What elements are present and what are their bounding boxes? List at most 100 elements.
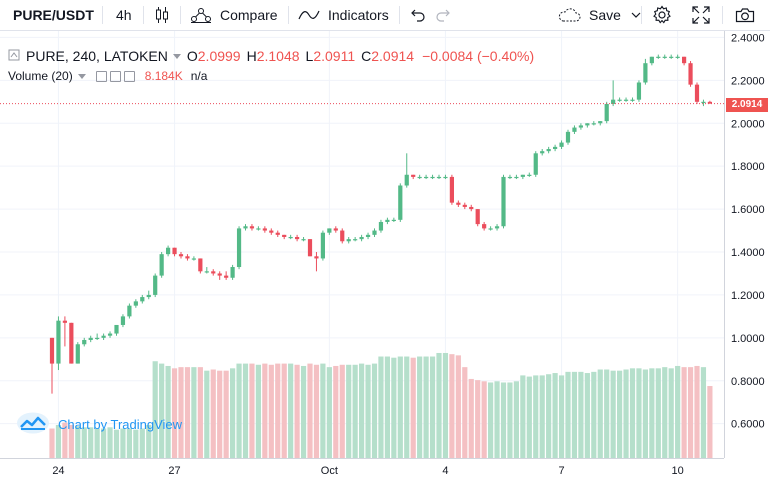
volume-bar [597, 369, 603, 458]
volume-bar [352, 364, 358, 458]
settings-button[interactable] [652, 0, 672, 30]
candle-body [546, 149, 551, 152]
candle-body [320, 232, 325, 259]
undo-icon [409, 8, 425, 22]
volume-bar [629, 368, 636, 458]
price-tick-label: 1.0000 [731, 333, 765, 345]
price-tick-label: 2.4000 [731, 32, 765, 44]
candle-body [694, 84, 700, 102]
toolbar-divider [641, 6, 642, 24]
volume-bar [700, 367, 707, 458]
settings-icon[interactable] [109, 70, 121, 82]
time-tick-label: 10 [672, 465, 684, 477]
indicators-button[interactable]: Indicators [298, 0, 389, 30]
volume-bar [668, 368, 674, 458]
candle-body [198, 258, 203, 272]
chevron-down-icon[interactable] [77, 73, 86, 79]
candle-body [507, 176, 513, 179]
series-title[interactable]: PURE, 240, LATOKEN [26, 48, 168, 64]
interval-button[interactable]: 4h [116, 0, 132, 30]
volume-bar [242, 363, 249, 458]
candle-body [288, 236, 293, 239]
toolbar-divider [722, 6, 723, 24]
symbol-search-button[interactable]: PURE/USDT [13, 0, 94, 30]
volume-bar [662, 367, 668, 458]
save-button[interactable]: Save [557, 0, 641, 30]
volume-bar [675, 365, 681, 458]
volume-bars [49, 352, 713, 458]
candle-body [623, 99, 629, 101]
candle-body [307, 239, 313, 257]
time-tick-label: 27 [168, 465, 180, 477]
collapse-legend-icon[interactable] [8, 48, 20, 64]
volume-bar [159, 363, 165, 458]
close-icon[interactable] [123, 70, 135, 82]
candle-body [82, 339, 87, 345]
candle-body [159, 254, 164, 276]
candle-body [365, 234, 371, 237]
chevron-down-icon[interactable] [172, 53, 181, 59]
gear-icon [652, 5, 672, 25]
candle-body [533, 153, 538, 175]
volume-bar [107, 427, 113, 458]
redo-button[interactable] [436, 0, 452, 30]
volume-bar [320, 363, 326, 458]
volume-bar [681, 367, 687, 458]
volume-bar [455, 355, 461, 458]
volume-bar [468, 378, 474, 458]
price-tick-label: 2.0000 [731, 118, 765, 130]
price-tick-label: 0.8000 [731, 376, 765, 388]
candle-body [107, 333, 113, 336]
volume-bar [371, 363, 378, 458]
candle-body [49, 337, 55, 364]
tradingview-watermark[interactable]: Chart by TradingView [16, 412, 182, 437]
candle-body [69, 322, 74, 364]
candle-body [269, 230, 274, 233]
eye-icon[interactable] [95, 70, 107, 82]
candle-body [688, 63, 693, 85]
high-value: 2.1048 [256, 48, 300, 64]
change-value: −0.0084 (−0.40%) [422, 48, 535, 64]
fullscreen-button[interactable] [692, 0, 710, 30]
candle-body [514, 176, 519, 179]
snapshot-button[interactable] [735, 0, 755, 30]
volume-bar [488, 382, 494, 458]
volume-bar [191, 367, 197, 458]
volume-legend: Volume (20) 8.184K n/a [8, 69, 207, 83]
high-key: H [246, 48, 257, 64]
candle-body [75, 344, 80, 364]
price-tick-label: 2.2000 [731, 75, 765, 87]
candle-body [617, 99, 622, 101]
volume-bar [359, 363, 365, 458]
candle-body [391, 219, 396, 222]
interval-label: 4h [116, 7, 132, 23]
chart-style-button[interactable] [155, 0, 169, 30]
candles-icon [155, 6, 169, 24]
volume-bar [610, 370, 616, 458]
toolbar-divider [288, 6, 289, 24]
candle-body [95, 337, 100, 340]
candle-body [501, 176, 506, 227]
candle-body [611, 99, 616, 104]
candle-body [488, 228, 493, 230]
compare-button[interactable]: Compare [190, 0, 278, 30]
candle-body [643, 63, 648, 83]
low-value: 2.0911 [313, 48, 356, 64]
volume-bar [565, 371, 571, 458]
chevron-down-icon [631, 12, 641, 18]
candle-body [585, 123, 590, 126]
undo-button[interactable] [409, 0, 425, 30]
close-key: C [361, 48, 372, 64]
volume-bar [133, 429, 139, 458]
candle-body [314, 256, 319, 259]
candle-body [494, 226, 500, 229]
candle-body [301, 239, 306, 241]
candle-body [540, 151, 545, 154]
candle-body [346, 239, 351, 242]
volume-title[interactable]: Volume (20) [8, 69, 73, 83]
candle-body [262, 228, 267, 231]
time-tick-label: 7 [558, 465, 564, 477]
candle-body [591, 123, 596, 125]
candle-body [598, 121, 603, 124]
